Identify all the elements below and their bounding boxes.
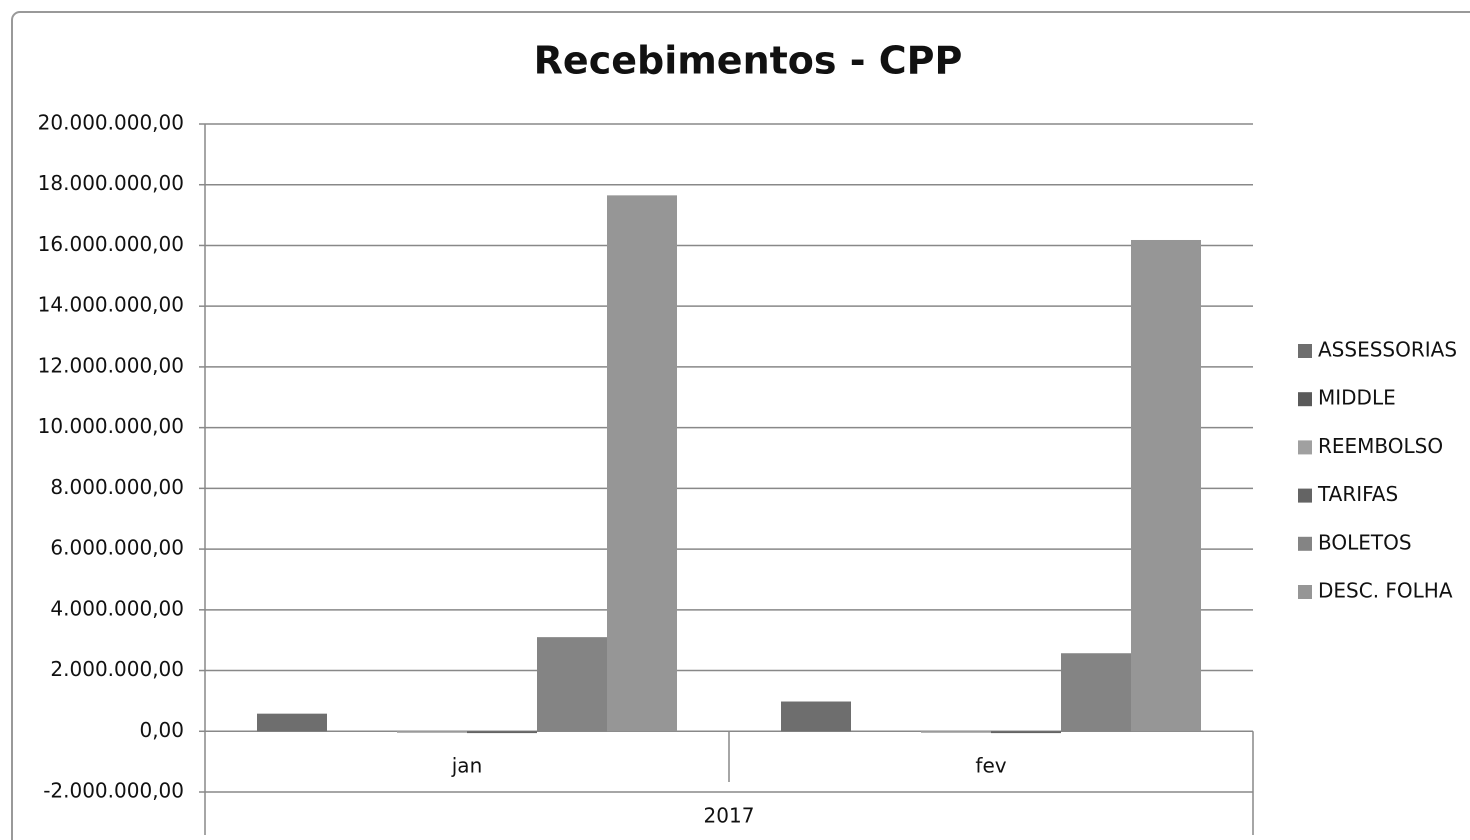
- legend-swatch: [1298, 392, 1312, 407]
- legend-label: DESC. FOLHA: [1318, 579, 1453, 603]
- bar: [537, 637, 607, 732]
- y-tick-label: 4.000.000,00: [50, 596, 184, 620]
- y-tick-label: -2.000.000,00: [43, 779, 184, 803]
- chart-title: Recebimentos - CPP: [534, 39, 963, 83]
- legend-label: REEMBOLSO: [1318, 434, 1443, 458]
- bar: [397, 731, 467, 733]
- bar: [991, 731, 1061, 734]
- y-tick-label: 18.000.000,00: [38, 171, 184, 195]
- y-tick-label: 20.000.000,00: [38, 111, 184, 135]
- legend-swatch: [1298, 536, 1312, 551]
- y-tick-label: 14.000.000,00: [38, 293, 184, 317]
- y-tick-label: 6.000.000,00: [50, 536, 184, 560]
- y-tick-label: 16.000.000,00: [38, 232, 184, 256]
- bar: [921, 731, 991, 733]
- chart-frame: [11, 11, 1470, 840]
- y-tick-label: 12.000.000,00: [38, 353, 184, 377]
- legend-label: BOLETOS: [1318, 530, 1412, 554]
- legend-swatch: [1298, 488, 1312, 503]
- y-tick-label: 10.000.000,00: [38, 414, 184, 438]
- bar: [1061, 653, 1131, 732]
- bar: [781, 701, 851, 732]
- legend-swatch: [1298, 440, 1312, 455]
- bar: [607, 195, 677, 732]
- y-tick-label: 0,00: [139, 718, 184, 742]
- legend-swatch: [1298, 585, 1312, 599]
- bar: [1131, 239, 1201, 732]
- x-tick-label: fev: [975, 754, 1006, 778]
- x-tick-label: jan: [451, 754, 483, 778]
- legend-label: TARIFAS: [1317, 482, 1398, 506]
- bar: [257, 713, 327, 732]
- legend-swatch: [1298, 344, 1312, 358]
- legend-label: MIDDLE: [1318, 386, 1396, 410]
- legend-label: ASSESSORIAS: [1318, 338, 1457, 362]
- y-tick-label: 2.000.000,00: [50, 657, 184, 681]
- bar: [467, 731, 537, 734]
- y-tick-label: 8.000.000,00: [50, 475, 184, 499]
- group-label: 2017: [704, 804, 755, 828]
